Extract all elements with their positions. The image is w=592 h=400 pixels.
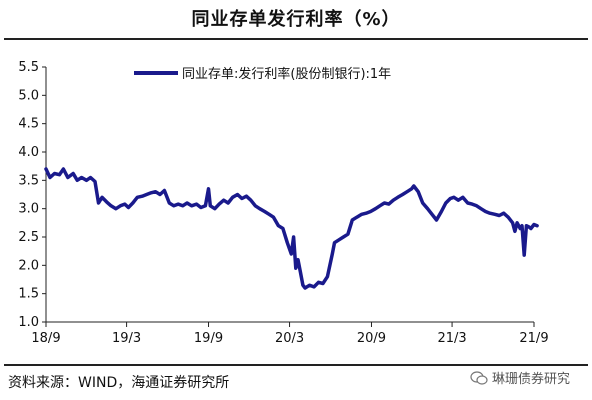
y-tick-label: 3.5 (18, 173, 39, 188)
legend-label: 同业存单:发行利率(股份制银行):1年 (182, 66, 391, 82)
chart: 5.5 5.0 4.5 4.0 3.5 3.0 2.5 2.0 1.5 1.018/9 19/3 19… (18, 60, 548, 346)
source-note: 资料来源：WIND，海通证券研究所 (8, 375, 230, 391)
x-tick-label: 18/9 (31, 331, 60, 346)
x-tick-label: 20/3 (275, 331, 304, 346)
y-tick-label: 2.0 (18, 258, 39, 273)
y-tick-label: 5.5 (18, 60, 39, 75)
y-tick-label: 2.5 (18, 230, 39, 245)
wechat-icon (470, 370, 488, 385)
x-tick-label: 21/3 (437, 331, 466, 346)
top-divider (4, 38, 588, 40)
chart-title: 同业存单发行利率（%） (191, 9, 401, 30)
y-tick-label: 4.5 (18, 117, 39, 132)
x-tick-label: 19/9 (194, 331, 223, 346)
y-tick-label: 5.0 (18, 88, 39, 103)
x-tick-label: 19/3 (112, 331, 141, 346)
x-tick-label: 21/9 (519, 331, 548, 346)
series-line (44, 167, 539, 290)
y-tick-label: 4.0 (18, 145, 39, 160)
y-tick-label: 1.5 (18, 287, 39, 302)
watermark-text: 琳珊债券研究 (492, 372, 571, 387)
y-tick-label: 1.0 (18, 315, 39, 330)
y-tick-label: 3.0 (18, 202, 39, 217)
watermark: 琳珊债券研究 (470, 368, 570, 387)
bottom-divider (4, 364, 588, 366)
x-tick-label: 20/9 (357, 331, 386, 346)
